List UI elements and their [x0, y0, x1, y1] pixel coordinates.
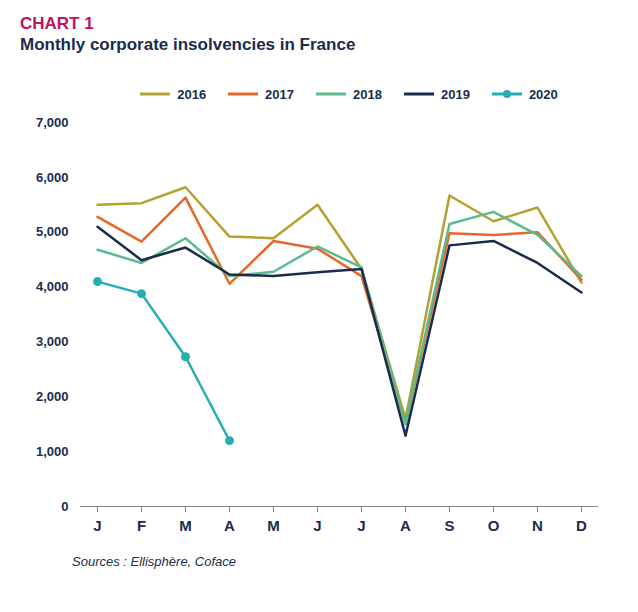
html-text:CHART 1: CHART 1 — [20, 14, 94, 33]
svg-text:S: S — [444, 517, 454, 534]
html-text:2017: 2017 — [265, 86, 294, 102]
html-text:2019: 2019 — [441, 86, 470, 102]
svg-text:4,000: 4,000 — [36, 279, 69, 294]
svg-text:1,000: 1,000 — [36, 444, 69, 459]
svg-text:0: 0 — [61, 499, 68, 514]
html-text:2016: 2016 — [177, 86, 207, 102]
html-text:2018: 2018 — [353, 86, 382, 102]
svg-text:N: N — [532, 517, 543, 534]
svg-text:6,000: 6,000 — [36, 170, 69, 185]
svg-text:7,000: 7,000 — [36, 115, 69, 130]
svg-text:M: M — [267, 517, 280, 534]
html-text:Monthly corporate insolvencies: Monthly corporate insolvencies in France — [20, 35, 356, 54]
svg-text:A: A — [400, 517, 411, 534]
html-text:2020: 2020 — [528, 86, 558, 102]
svg-text:F: F — [137, 517, 146, 534]
svg-text:J: J — [357, 517, 365, 534]
svg-text:M: M — [179, 517, 192, 534]
svg-text:J: J — [313, 517, 321, 534]
svg-text:5,000: 5,000 — [36, 224, 69, 239]
svg-text:O: O — [488, 517, 500, 534]
svg-text:D: D — [576, 517, 587, 534]
svg-text:J: J — [93, 517, 101, 534]
svg-text:3,000: 3,000 — [36, 334, 69, 349]
html-text:Sources : Ellisphère, Coface: Sources : Ellisphère, Coface — [72, 554, 236, 569]
svg-text:2,000: 2,000 — [36, 389, 69, 404]
svg-text:A: A — [224, 517, 235, 534]
